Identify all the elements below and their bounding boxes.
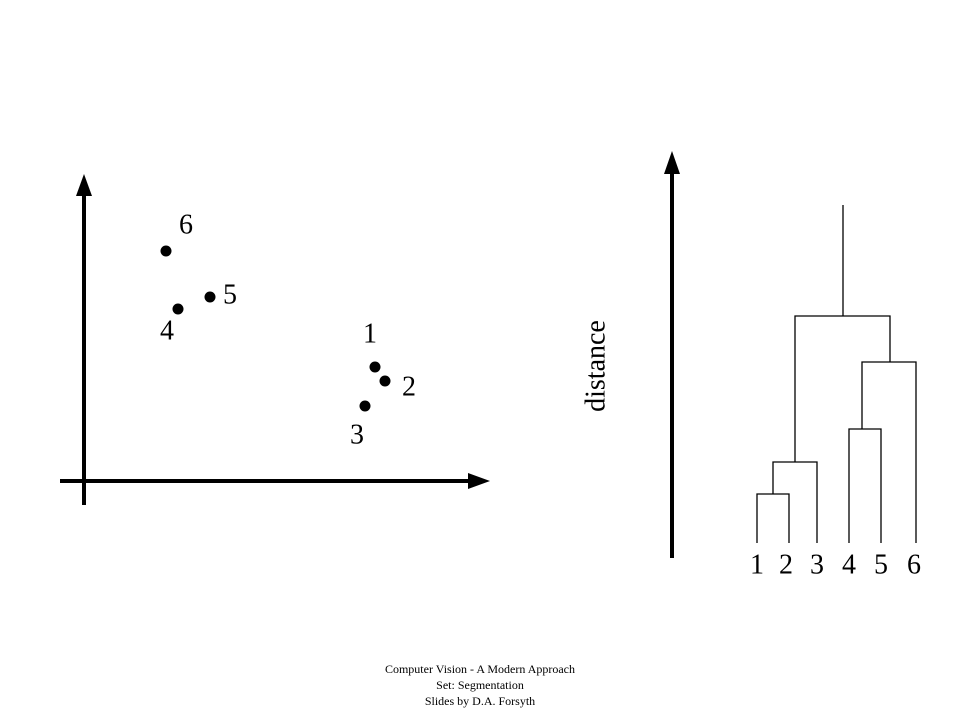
leaf-label: 6: [907, 549, 921, 580]
footer-line: Computer Vision - A Modern Approach: [385, 662, 575, 676]
point: [204, 291, 216, 303]
leaf-label: 4: [842, 549, 856, 580]
point: [379, 375, 391, 387]
scatter-points: [160, 245, 391, 412]
point: [369, 361, 381, 373]
dendrogram-tree: [756, 205, 917, 543]
leaf-label: 2: [779, 549, 793, 580]
point-label: 3: [350, 419, 364, 450]
point-label: 5: [223, 279, 237, 310]
axis-label: distance: [580, 320, 611, 412]
point-label: 6: [179, 209, 193, 240]
leaf-label: 1: [750, 549, 764, 580]
scatter-axes: [60, 174, 490, 505]
point-label: 1: [363, 318, 377, 349]
leaf-label: 5: [874, 549, 888, 580]
point: [359, 400, 371, 412]
point-label: 4: [160, 315, 174, 346]
footer-line: Slides by D.A. Forsyth: [425, 694, 535, 708]
point: [172, 303, 184, 315]
leaf-label: 3: [810, 549, 824, 580]
distance-axis: [664, 151, 680, 558]
point-label: 2: [402, 371, 416, 402]
footer-line: Set: Segmentation: [436, 678, 524, 692]
point: [160, 245, 172, 257]
